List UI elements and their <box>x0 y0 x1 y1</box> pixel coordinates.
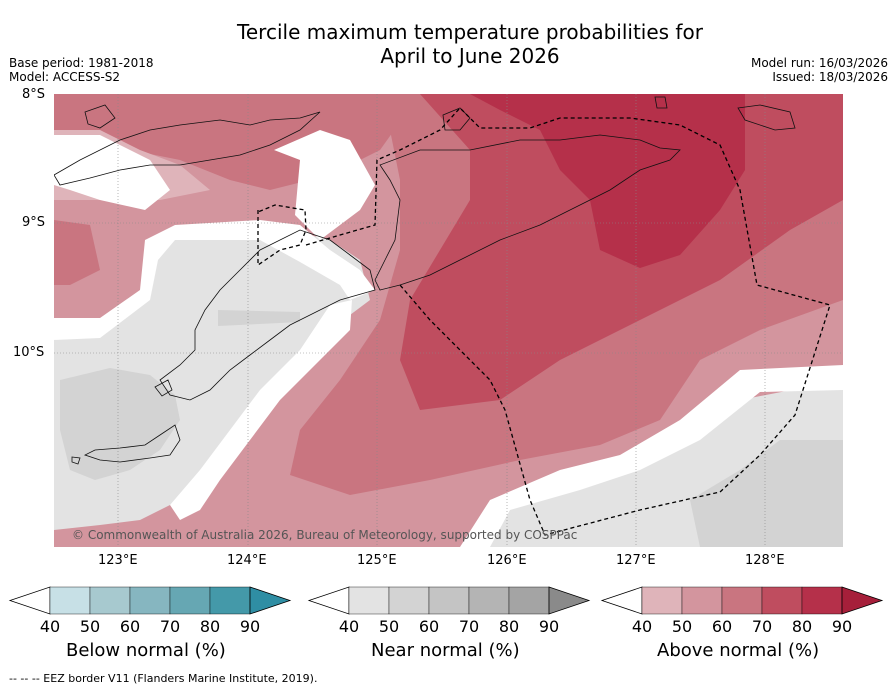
colorbar-tick-label: 40 <box>40 617 60 636</box>
eez-oecusse <box>257 204 307 267</box>
colorbar-tick-label: 50 <box>672 617 692 636</box>
coast-timor-west <box>159 229 376 401</box>
colorbar-label-above: Above normal (%) <box>657 640 820 661</box>
colorbar-segment <box>508 586 550 615</box>
lon-label-125e: 125°E <box>357 553 397 568</box>
colorbar-segment <box>761 586 803 615</box>
lon-label-123e: 123°E <box>98 553 138 568</box>
colorbar-tick-label: 40 <box>632 617 652 636</box>
title-line1: Tercile maximum temperature probabilitie… <box>237 20 703 44</box>
colorbar-tick-label: 80 <box>792 617 812 636</box>
lat-label-10s: 10°S <box>13 345 45 360</box>
coast-island-1 <box>84 104 116 129</box>
colorbar-segment <box>428 586 470 615</box>
lat-label-9s: 9°S <box>22 215 46 230</box>
eez-timor-leste <box>305 107 831 536</box>
colorbar-tick-label: 70 <box>459 617 479 636</box>
colorbar-tick-label: 50 <box>80 617 100 636</box>
colorbar-segment <box>49 586 91 615</box>
probability-map: © Commonwealth of Australia 2026, Bureau… <box>54 94 843 547</box>
coast-rote <box>83 424 181 463</box>
colorbar-tick-label: 90 <box>832 617 852 636</box>
coast-flores-alor <box>54 111 321 186</box>
colorbar-tick-label: 60 <box>120 617 140 636</box>
eez-border <box>257 107 831 536</box>
coast-wetar <box>442 107 471 131</box>
issued-date: Issued: 18/03/2026 <box>772 70 888 84</box>
copyright-text: © Commonwealth of Australia 2026, Bureau… <box>72 528 577 542</box>
coast-babar <box>737 104 796 131</box>
colorbar-tick-label: 60 <box>712 617 732 636</box>
coastlines <box>54 96 796 465</box>
colorbar-extend-low <box>307 586 350 615</box>
colorbar-tick-label: 50 <box>379 617 399 636</box>
colorbar-segment <box>209 586 251 615</box>
coast-island-4 <box>154 379 173 397</box>
band-white-se <box>460 365 843 547</box>
colorbar-extend-low <box>8 586 51 615</box>
title-line2: April to June 2026 <box>380 44 560 68</box>
colorbar-segment <box>801 586 843 615</box>
title: Tercile maximum temperature probabilitie… <box>0 20 896 68</box>
colorbar-extend-high <box>249 586 292 615</box>
colorbar-tick-label: 70 <box>752 617 772 636</box>
colorbar-segment <box>169 586 211 615</box>
coast-timor-east <box>374 134 681 291</box>
band-white-west <box>54 220 375 340</box>
colorbar-segment <box>348 586 390 615</box>
lon-label-128e: 128°E <box>745 553 785 568</box>
region-near-50-strip <box>218 310 300 326</box>
colorbar-tick-label: 40 <box>339 617 359 636</box>
colorbar-segment <box>468 586 510 615</box>
colorbars: 40 50 60 70 80 90 40 50 60 70 80 90 40 50 60 70 80 90 <box>8 586 884 636</box>
colorbar-label-below: Below normal (%) <box>66 640 226 661</box>
region-above-60-west <box>54 220 100 285</box>
colorbar-extend-high <box>548 586 591 615</box>
lon-label-124e: 124°E <box>227 553 267 568</box>
colorbar-tick-label: 80 <box>200 617 220 636</box>
colorbar-tick-label: 80 <box>499 617 519 636</box>
base-period: Base period: 1981-2018 <box>9 56 154 70</box>
lon-label-126e: 126°E <box>487 553 527 568</box>
colorbar-segment <box>129 586 171 615</box>
colorbar-tick-label: 90 <box>539 617 559 636</box>
region-near-50-se <box>690 440 843 547</box>
coast-island-3 <box>654 96 668 109</box>
lon-label-127e: 127°E <box>616 553 656 568</box>
colorbar-label-near: Near normal (%) <box>371 640 520 661</box>
colorbar-tick-label: 60 <box>419 617 439 636</box>
colorbar-segment <box>681 586 723 615</box>
colorbar-segment <box>721 586 763 615</box>
region-near-50-west <box>60 368 180 480</box>
colorbar-segment <box>388 586 430 615</box>
colorbar-tick-label: 90 <box>240 617 260 636</box>
region-above-80 <box>470 94 745 268</box>
model-run: Model run: 16/03/2026 <box>750 56 888 70</box>
colorbar-extend-low <box>600 586 643 615</box>
colorbar-tick-label: 70 <box>160 617 180 636</box>
coast-island-2 <box>71 456 81 465</box>
lat-label-8s: 8°S <box>22 87 46 102</box>
model-name: Model: ACCESS-S2 <box>9 70 121 84</box>
band-white-diagonal <box>170 300 352 520</box>
eez-legend-footer: -- -- -- EEZ border V11 (Flanders Marine… <box>9 672 318 685</box>
colorbar-segment <box>641 586 683 615</box>
colorbar-segment <box>89 586 131 615</box>
colorbar-extend-high <box>841 586 884 615</box>
band-white-north <box>274 130 375 240</box>
